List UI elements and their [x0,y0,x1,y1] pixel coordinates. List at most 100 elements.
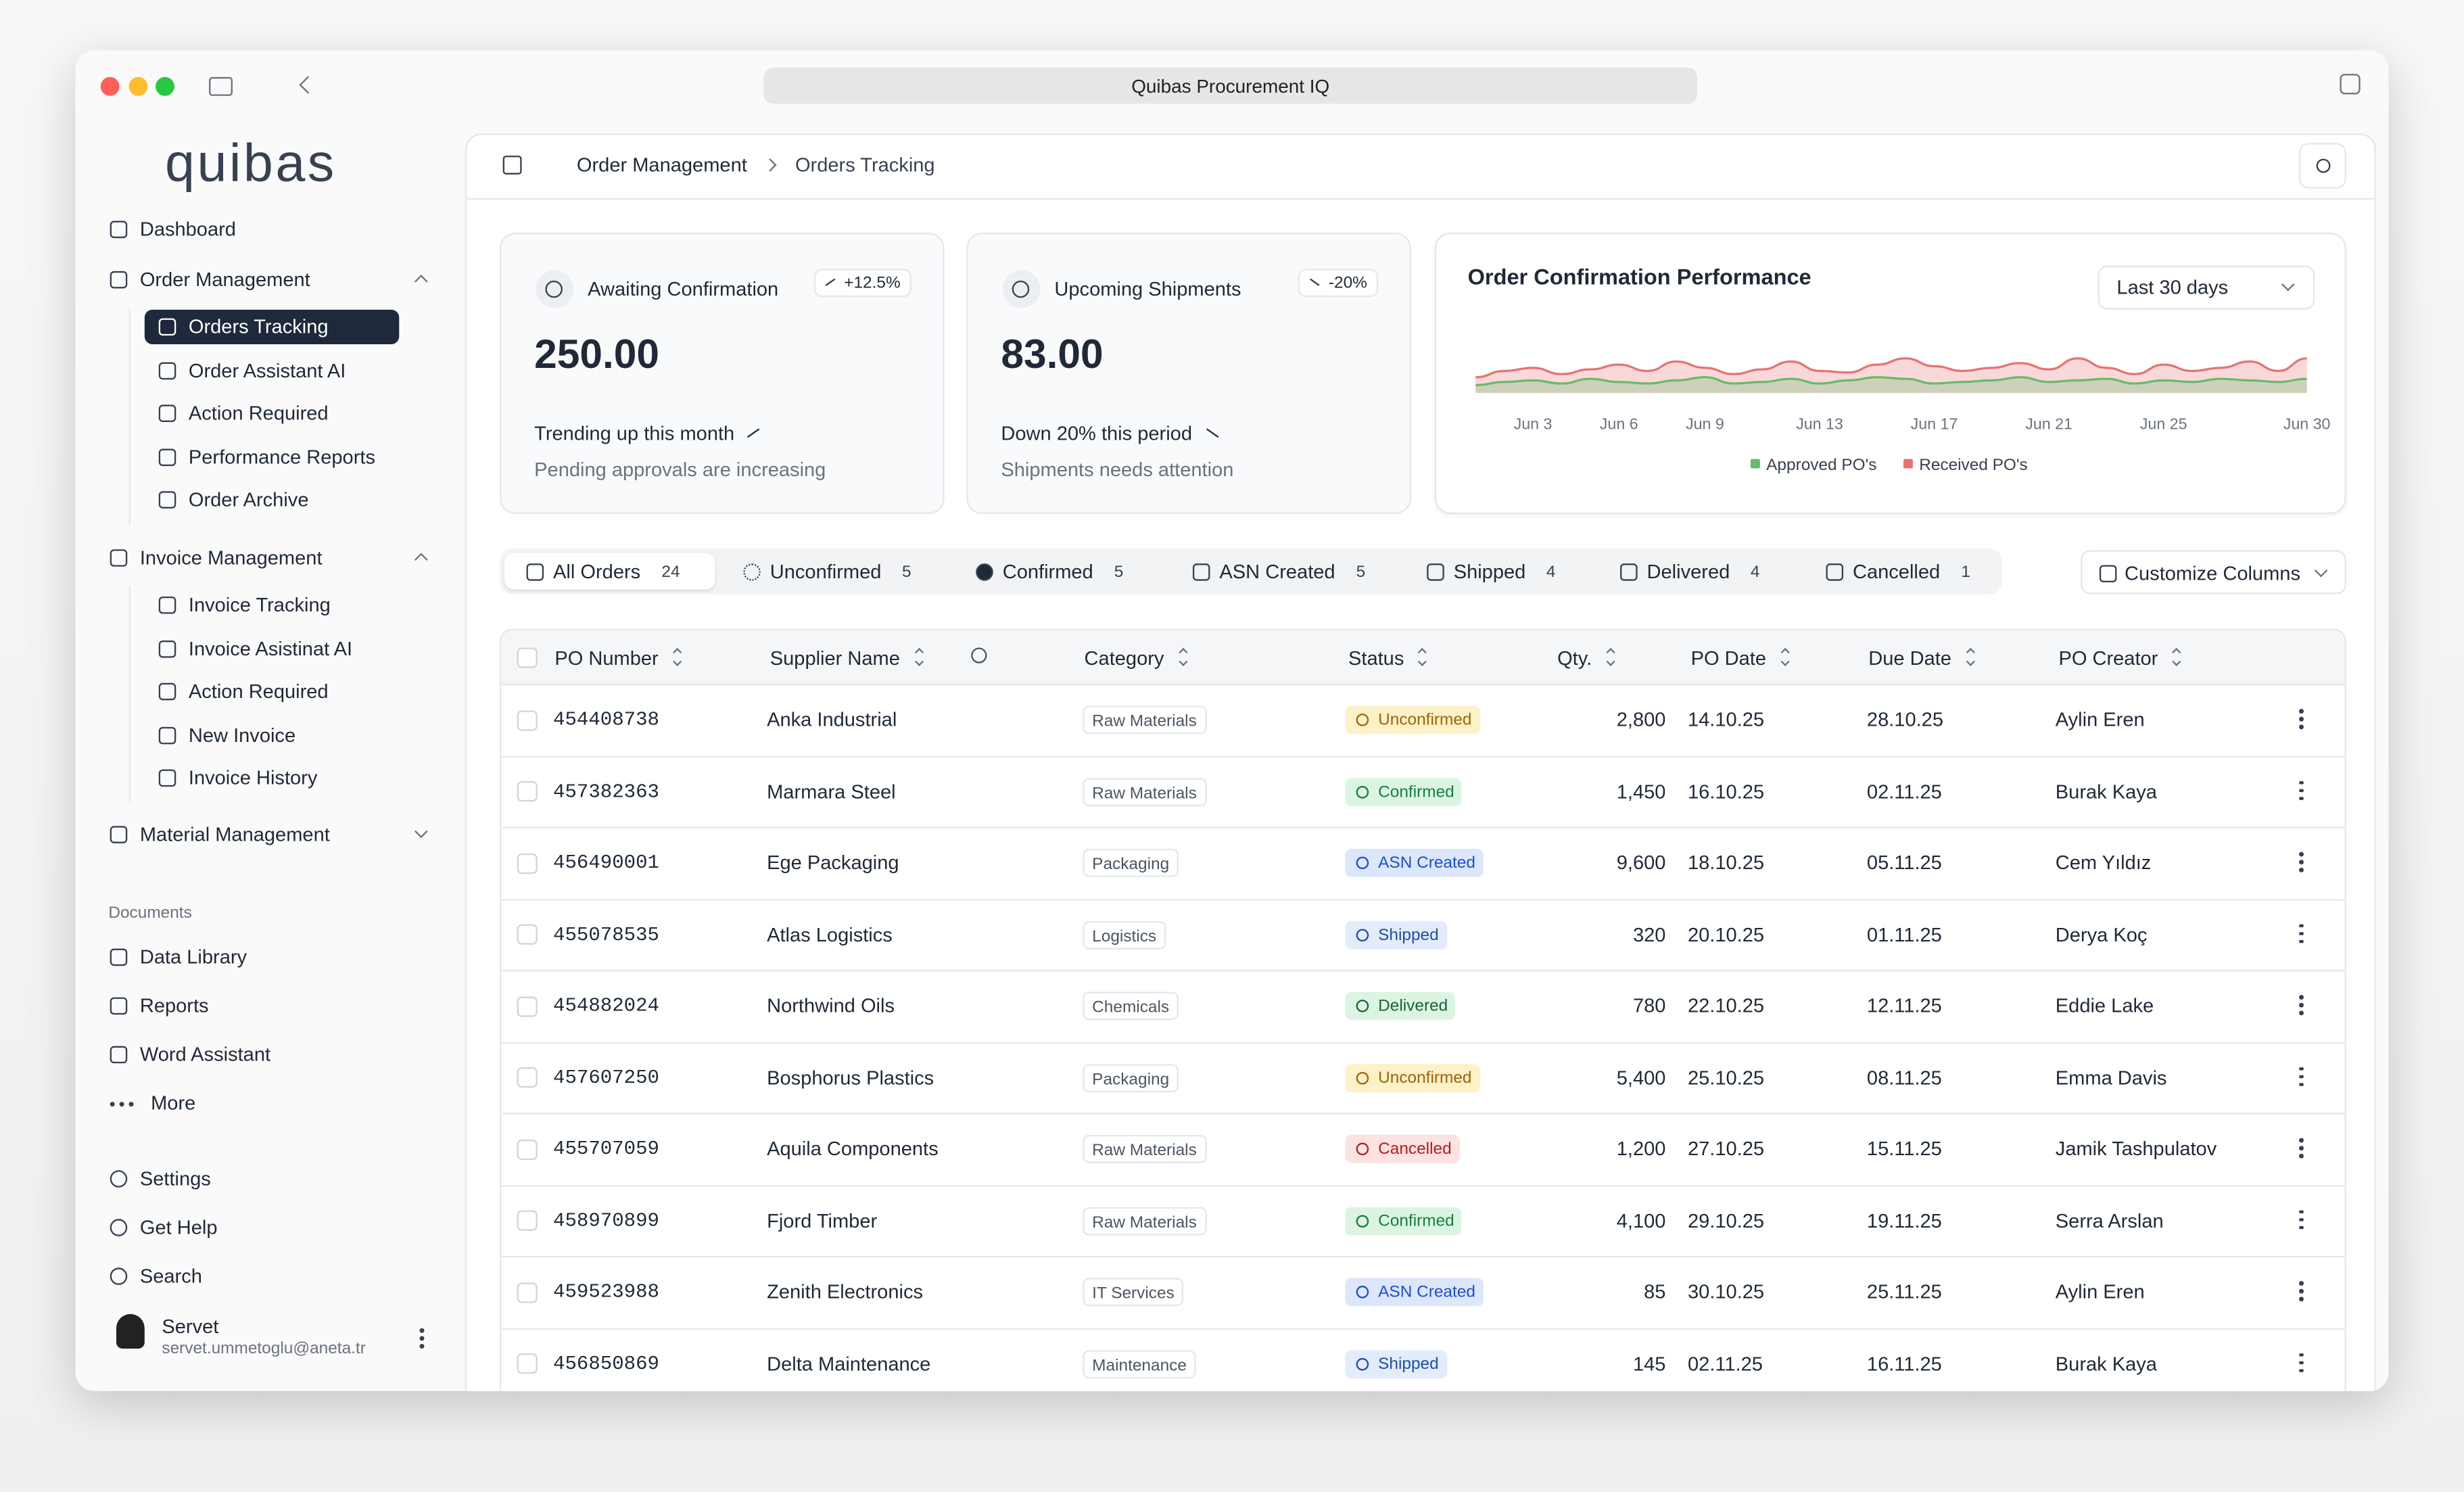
status-tab[interactable]: Delivered 4 [1598,553,1787,589]
row-actions[interactable] [2291,1208,2310,1233]
theme-toggle[interactable] [2299,143,2346,189]
nav-item[interactable]: Word Assistant [101,1038,440,1072]
po-number: 456850869 [553,1352,659,1375]
status-tab[interactable]: Shipped 4 [1405,553,1594,589]
x-tick-label: Jun 13 [1796,415,1843,432]
status-tab[interactable]: All Orders 24 [504,553,715,590]
po-number: 458970899 [553,1209,659,1232]
icon [1192,563,1210,581]
sub-nav-item[interactable]: Invoice History [145,761,399,795]
status-badge: ASN Created [1345,1278,1484,1307]
sub-nav-item[interactable]: Order Archive [145,482,399,517]
user-menu[interactable]: Servet servet.ummetoglu@aneta.tr [101,1301,440,1364]
po-date: 22.10.25 [1687,995,1765,1017]
row-checkbox[interactable] [517,647,538,668]
icon [158,639,176,657]
icon [1012,280,1030,298]
row-actions[interactable] [2291,1065,2310,1090]
trend-arrow [747,428,760,439]
icon [110,948,128,966]
minimize-button[interactable] [128,76,148,96]
due-date: 05.11.25 [1866,852,1942,875]
row-checkbox[interactable] [517,1353,538,1374]
nav-item[interactable]: Material Management [101,817,440,852]
po-number: 457607250 [553,1066,659,1089]
supplier-name: Zenith Electronics [767,1281,924,1303]
row-actions[interactable] [2291,1280,2310,1305]
nav-item[interactable]: Data Library [101,940,440,975]
row-checkbox[interactable] [517,924,538,945]
po-number: 454408738 [553,709,659,731]
address-bar[interactable]: Quibas Procurement IQ [763,67,1697,104]
sub-nav-item[interactable]: Performance Reports [145,440,399,474]
sub-nav-item[interactable]: Orders Tracking [144,309,400,344]
tab-label: ASN Created [1219,561,1335,584]
row-checkbox[interactable] [517,1210,538,1231]
dot [2299,724,2304,729]
row-divider [501,1256,2345,1258]
zoom-button[interactable] [156,76,174,96]
nav-item[interactable]: Dashboard [101,212,440,247]
sub-nav-item[interactable]: Order Assistant AI [145,353,399,388]
row-checkbox[interactable] [517,1138,538,1159]
row-checkbox[interactable] [517,781,538,802]
category-badge: Raw Materials [1083,1134,1206,1163]
status-tab[interactable]: Confirmed 5 [954,553,1143,589]
status-tab[interactable]: Unconfirmed 5 [721,553,911,589]
customize-columns-button[interactable]: Customize Columns [2080,550,2346,595]
panel-toggle[interactable] [502,156,522,174]
sub-nav-item[interactable]: Action Required [145,396,399,431]
row-actions[interactable] [2291,1351,2310,1376]
row-actions[interactable] [2291,922,2310,947]
po-number: 455707059 [553,1138,659,1161]
logo: quibas [165,133,337,193]
sub-nav-item[interactable]: New Invoice [145,718,399,752]
range-select[interactable]: Last 30 days [2098,265,2315,310]
range-label: Last 30 days [2116,277,2229,299]
status-tab[interactable]: Cancelled 1 [1804,553,1993,589]
nav-item[interactable]: Settings [101,1161,440,1196]
row-actions[interactable] [2291,707,2310,732]
status-tab[interactable]: ASN Created 5 [1170,553,1365,589]
row-actions[interactable] [2291,850,2310,875]
sub-nav-item[interactable]: Action Required [145,674,399,709]
row-actions[interactable] [2291,779,2310,804]
tab-label: Cancelled [1852,561,1941,584]
row-checkbox[interactable] [517,996,538,1017]
due-date: 01.11.25 [1866,923,1942,946]
close-button[interactable] [100,76,120,96]
button-label: Customize Columns [2125,562,2300,585]
row-checkbox[interactable] [517,1067,538,1088]
row-divider [501,970,2345,972]
row-actions[interactable] [2291,994,2310,1019]
sub-nav-item[interactable]: Invoice Asistinat AI [145,631,399,666]
row-checkbox[interactable] [517,1282,538,1303]
nav-item[interactable]: Search [101,1259,440,1294]
quantity: 145 [1632,1352,1666,1375]
tabs-icon[interactable] [2340,74,2361,95]
nav-item[interactable]: Get Help [101,1210,440,1244]
tab-label: All Orders [553,561,641,584]
nav-item[interactable]: More [101,1086,440,1121]
trend-icon [1310,278,1321,287]
dot [2299,716,2304,721]
sub-nav-label: Order Assistant AI [188,359,346,381]
sub-nav-item[interactable]: Invoice Tracking [145,588,399,622]
nav-item[interactable]: Order Management [101,262,440,297]
user-name: Servet [162,1315,219,1338]
status-icon [1356,1214,1369,1227]
row-actions[interactable] [2291,1136,2310,1161]
nav-label: Order Management [139,269,310,291]
row-checkbox[interactable] [517,709,538,730]
card-title: Upcoming Shipments [1054,278,1241,300]
nav-item[interactable]: Reports [101,989,440,1023]
area [1475,377,2307,393]
nav-item[interactable]: Invoice Management [101,540,440,575]
icon [158,361,176,379]
row-checkbox[interactable] [517,852,538,873]
status-text: Confirmed [1378,782,1454,801]
nav-label: Word Assistant [139,1044,271,1066]
dot [2299,796,2304,801]
search-icon[interactable] [971,647,987,663]
sidebar-toggle-icon[interactable] [209,76,233,96]
